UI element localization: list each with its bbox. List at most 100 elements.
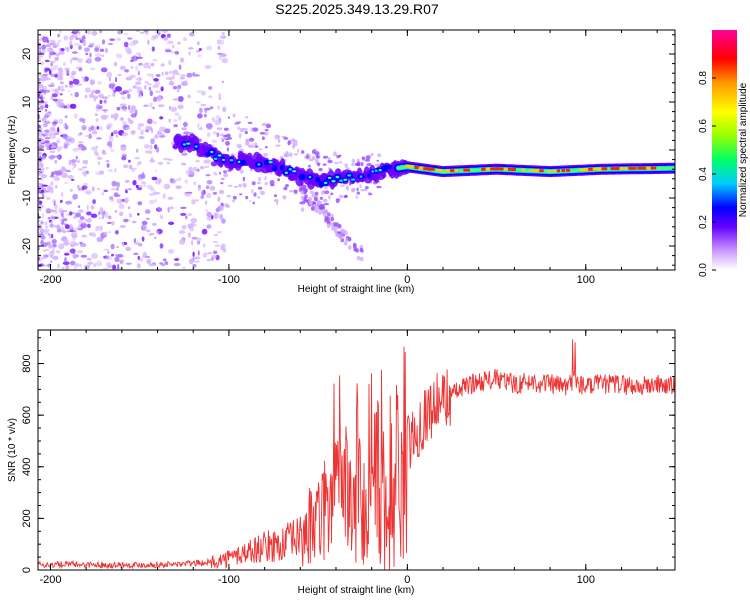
- noise-speckle: [95, 145, 99, 148]
- noise-speckle: [254, 145, 259, 148]
- noise-speckle: [220, 53, 227, 58]
- noise-speckle: [106, 71, 113, 78]
- noise-speckle: [84, 47, 90, 52]
- noise-speckle: [87, 223, 91, 229]
- noise-speckle: [107, 250, 110, 254]
- noise-speckle: [161, 72, 164, 76]
- noise-speckle: [45, 207, 51, 213]
- noise-speckle: [40, 49, 46, 54]
- tail-speckle: [318, 210, 322, 215]
- noise-speckle: [203, 114, 207, 118]
- noise-speckle: [159, 214, 164, 220]
- colorbar-gradient: [712, 30, 737, 270]
- y-tick-label: 10: [21, 96, 33, 108]
- noise-speckle: [197, 113, 203, 119]
- noise-speckle: [168, 80, 175, 86]
- noise-speckle: [116, 187, 119, 191]
- band-peak: [539, 169, 544, 173]
- noise-speckle: [38, 188, 41, 194]
- noise-speckle: [144, 209, 151, 214]
- noise-speckle: [49, 150, 56, 154]
- noise-speckle: [45, 166, 49, 170]
- band-peak: [641, 166, 649, 170]
- noise-speckle: [155, 170, 158, 173]
- noise-speckle: [40, 167, 45, 171]
- noise-speckle: [188, 258, 194, 265]
- noise-speckle: [206, 252, 213, 255]
- noise-speckle: [130, 167, 137, 170]
- noise-speckle: [38, 38, 43, 41]
- noise-speckle: [47, 232, 50, 236]
- noise-speckle: [51, 239, 57, 244]
- noise-speckle: [338, 154, 342, 158]
- noise-speckle: [77, 250, 83, 254]
- noise-speckle: [110, 198, 115, 202]
- noise-speckle: [150, 157, 154, 161]
- noise-speckle: [174, 258, 180, 261]
- noise-speckle: [84, 134, 92, 138]
- noise-speckle: [80, 254, 88, 258]
- noise-speckle: [197, 184, 201, 189]
- band-peak: [592, 167, 601, 171]
- noise-speckle: [245, 115, 249, 119]
- noise-speckle: [58, 207, 63, 213]
- noise-speckle: [100, 67, 108, 73]
- noise-speckle: [90, 213, 98, 218]
- noise-speckle: [56, 228, 62, 233]
- noise-speckle: [38, 127, 43, 130]
- noise-speckle: [166, 162, 171, 165]
- noise-speckle: [90, 205, 95, 210]
- noise-speckle: [333, 151, 337, 157]
- noise-speckle: [46, 47, 54, 53]
- noise-speckle: [215, 114, 221, 120]
- noise-speckle: [51, 42, 57, 47]
- noise-speckle: [143, 30, 149, 33]
- noise-speckle: [377, 153, 382, 158]
- y-tick-label: 0: [21, 147, 33, 153]
- noise-speckle: [52, 98, 58, 102]
- noise-speckle: [44, 68, 51, 72]
- noise-speckle: [58, 118, 64, 125]
- noise-speckle: [205, 123, 213, 129]
- noise-speckle: [184, 179, 188, 184]
- noise-speckle: [193, 260, 200, 263]
- noise-speckle: [93, 89, 97, 93]
- noise-speckle: [193, 181, 197, 186]
- noise-speckle: [180, 57, 184, 63]
- ridge-peak: [323, 181, 328, 185]
- ridge-core: [366, 173, 371, 178]
- noise-speckle: [38, 219, 41, 222]
- noise-speckle: [160, 63, 165, 67]
- noise-speckle: [173, 119, 178, 122]
- noise-speckle: [135, 56, 143, 60]
- noise-speckle: [132, 85, 137, 89]
- noise-speckle: [77, 187, 83, 191]
- noise-speckle: [218, 93, 221, 98]
- noise-speckle: [181, 127, 187, 131]
- noise-speckle: [150, 62, 155, 67]
- band-peak: [445, 169, 452, 173]
- noise-speckle: [328, 195, 331, 200]
- noise-speckle: [117, 263, 120, 270]
- noise-speckle: [156, 230, 160, 235]
- noise-speckle: [152, 58, 158, 62]
- noise-speckle: [72, 51, 78, 54]
- noise-speckle: [85, 60, 88, 63]
- noise-speckle: [105, 255, 113, 261]
- noise-speckle: [38, 48, 41, 54]
- noise-speckle: [143, 144, 150, 149]
- noise-speckle: [41, 157, 45, 161]
- noise-speckle: [162, 193, 166, 200]
- noise-speckle: [140, 132, 144, 135]
- noise-speckle: [60, 146, 63, 150]
- noise-speckle: [172, 74, 175, 80]
- noise-speckle: [200, 166, 205, 170]
- noise-speckle: [82, 171, 87, 176]
- noise-speckle: [94, 53, 102, 57]
- ridge-peak: [217, 154, 222, 157]
- noise-speckle: [42, 242, 48, 248]
- noise-speckle: [91, 130, 98, 135]
- band-peak: [646, 166, 652, 170]
- noise-speckle: [136, 86, 142, 91]
- noise-speckle: [41, 76, 46, 82]
